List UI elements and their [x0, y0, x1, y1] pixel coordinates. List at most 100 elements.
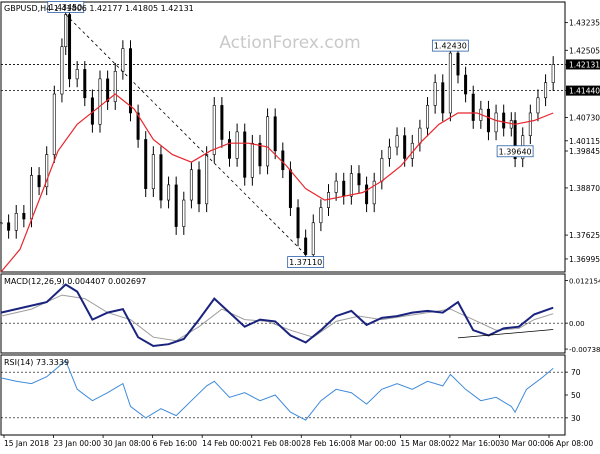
price-candle-body — [144, 139, 148, 189]
panel-frame-0 — [0, 1, 566, 273]
panel-frame-1 — [0, 273, 566, 354]
price-candle-body — [68, 14, 72, 80]
price-candle-body — [37, 175, 41, 188]
price-y-tick-label: 1.39845 — [569, 147, 600, 156]
price-annotation-label: 1.42430 — [434, 42, 467, 51]
price-candle-body — [106, 78, 110, 102]
price-candle-body — [60, 46, 64, 95]
x-tick-label: 30 Mar 00:00 — [499, 439, 549, 448]
macd-y-tick-label: 0.012154 — [569, 277, 600, 285]
price-candle-body — [52, 93, 56, 155]
macd-line — [0, 283, 554, 348]
price-candle-body — [311, 222, 315, 255]
price-candle-body — [45, 154, 49, 188]
x-tick-label: 15 Mar 08:00 — [400, 439, 450, 448]
price-annotation-label: 1.43450 — [49, 3, 82, 12]
price-annotation-box — [287, 256, 325, 268]
price-annotation-label: 1.37110 — [289, 258, 322, 267]
price-candle-body — [235, 131, 239, 159]
price-annotation-label: 1.39640 — [499, 147, 532, 156]
price-candle-body — [220, 105, 224, 140]
price-candle-body — [502, 112, 506, 129]
price-candle-body — [75, 69, 79, 80]
rsi-y-tick-label: 30 — [571, 414, 581, 423]
price-candle-body — [281, 150, 285, 171]
x-tick-label: 30 Jan 08:00 — [103, 439, 151, 448]
price-candle-body — [288, 169, 292, 208]
price-candle-body — [243, 131, 247, 178]
price-candle-body — [197, 169, 201, 205]
rsi-y-tick-label: 70 — [571, 368, 581, 377]
price-candle-body — [136, 112, 140, 140]
price-candle-body — [528, 112, 532, 136]
price-candle-body — [471, 93, 475, 121]
price-candle-body — [121, 48, 125, 72]
rsi-y-tick-label: 50 — [571, 391, 581, 400]
price-candle-body — [349, 173, 353, 197]
watermark: ActionForex.com — [219, 33, 360, 53]
price-candle-body — [14, 213, 18, 231]
price-candle-body — [227, 139, 231, 159]
price-candle-body — [551, 64, 555, 83]
price-candle-body — [372, 180, 376, 205]
price-candle-body — [258, 142, 262, 167]
price-candle-body — [544, 82, 548, 99]
price-candle-body — [22, 213, 26, 220]
price-annotation-box — [431, 39, 469, 52]
price-header: GBPUSD,H4 1.41806 1.42177 1.41805 1.4213… — [4, 4, 194, 13]
price-annotation-box — [47, 1, 85, 13]
x-tick-label: 21 Feb 08:00 — [252, 439, 301, 448]
price-candle-body — [319, 207, 323, 224]
price-candle-body — [212, 105, 216, 155]
price-candle-body — [513, 120, 517, 160]
price-candle-body — [486, 108, 490, 133]
price-candle-body — [433, 82, 437, 106]
x-tick-label: 15 Jan 2018 — [4, 439, 49, 448]
price-trend-line — [65, 14, 306, 255]
price-candle-body — [441, 82, 445, 114]
price-candle-body — [536, 97, 540, 114]
price-y-tick-label: 1.38870 — [569, 184, 600, 193]
price-candle-body — [464, 74, 468, 95]
price-candle-body — [0, 222, 3, 225]
price-candle-body — [113, 70, 117, 102]
price-candle-body — [205, 154, 209, 205]
rsi-header: RSI(14) 73.3339 — [4, 358, 69, 367]
macd-trend-line — [457, 329, 554, 339]
price-candle-body — [357, 173, 361, 186]
price-ma-line — [0, 93, 554, 273]
price-candle-body — [189, 169, 193, 201]
price-candle-body — [29, 175, 33, 220]
price-y-tick-label: 1.42131 — [569, 60, 600, 69]
price-y-tick-label: 1.43235 — [569, 19, 600, 28]
macd-y-tick-label: -0.007384 — [569, 346, 600, 354]
price-candle-body — [418, 127, 422, 144]
price-candle-body — [380, 158, 384, 182]
price-candle-body — [151, 154, 155, 189]
price-candle-body — [250, 142, 254, 178]
price-candle-body — [426, 105, 430, 129]
price-candle-body — [395, 135, 399, 148]
macd-y-tick-label: 0.00 — [569, 320, 585, 328]
macd-header: MACD(12,26,9) 0.004407 0.002697 — [4, 277, 146, 286]
price-y-tick-label: 1.40730 — [569, 113, 600, 122]
price-candle-body — [159, 154, 163, 201]
price-y-tick-highlight — [566, 59, 600, 70]
price-candle-body — [334, 180, 338, 193]
x-tick-label: 6 Apr 08:00 — [549, 439, 593, 448]
price-candle-body — [182, 199, 186, 227]
price-y-tick-label: 1.40115 — [569, 137, 600, 146]
price-candle-body — [365, 184, 369, 205]
price-candle-body — [174, 184, 178, 227]
x-tick-label: 14 Feb 00:00 — [202, 439, 251, 448]
x-tick-label: 8 Mar 00:00 — [351, 439, 397, 448]
price-y-tick-label: 1.36995 — [569, 255, 600, 264]
x-tick-label: 23 Jan 00:00 — [54, 439, 102, 448]
price-candle-body — [456, 52, 460, 76]
panel-frame-2 — [0, 354, 566, 436]
price-candle-body — [448, 52, 452, 114]
price-y-tick-label: 1.41440 — [569, 87, 600, 96]
price-candle-body — [494, 112, 498, 133]
